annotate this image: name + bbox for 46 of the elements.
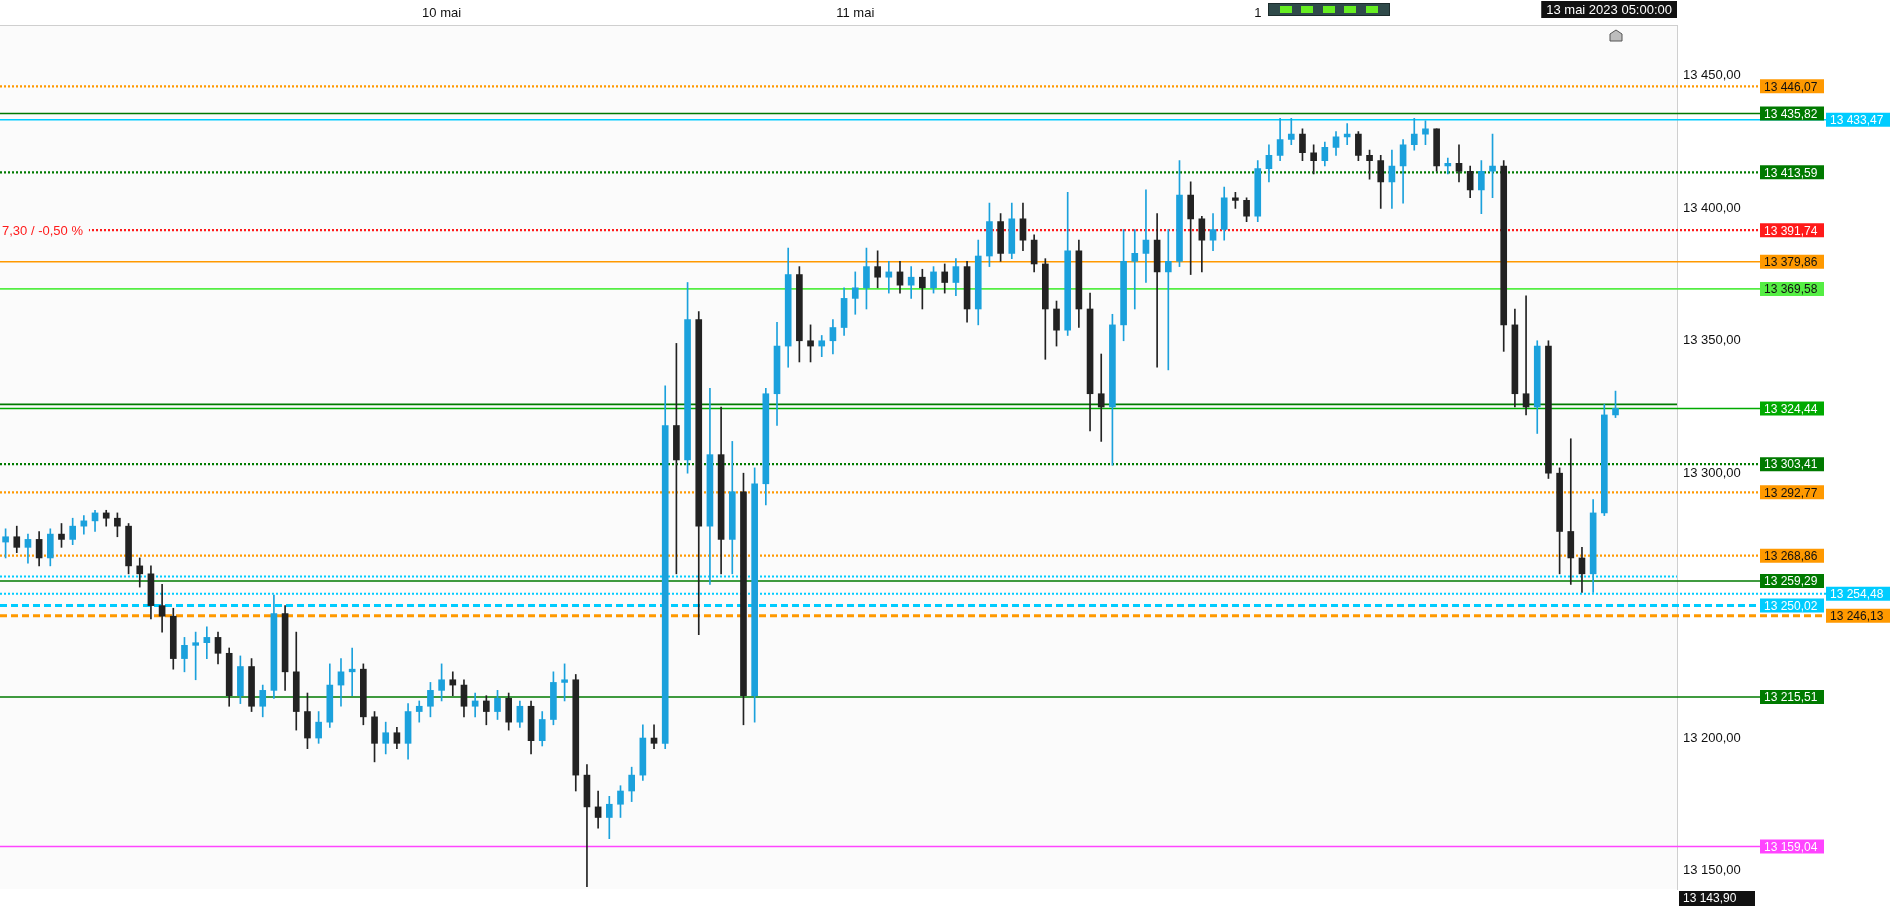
ref-line-label: 13 292,77 [1764, 485, 1818, 500]
candlestick [449, 671, 457, 696]
y-tick-label: 13 300,00 [1683, 464, 1741, 480]
ref-line-label: 13 303,41 [1764, 457, 1818, 472]
candlestick [1142, 189, 1150, 283]
ref-line-label: 13 268,86 [1764, 548, 1818, 563]
ref-line-label: 13 435,82 [1764, 106, 1818, 121]
candlestick [1567, 438, 1575, 585]
y-tick-label: 13 150,00 [1683, 862, 1741, 878]
candlestick [1522, 295, 1530, 416]
y-tick-label: 13 200,00 [1683, 729, 1741, 745]
ref-line-label: 13 433,47 [1830, 113, 1884, 128]
ref-line-label: 13 391,74 [1764, 223, 1818, 238]
candlestick [1164, 229, 1172, 371]
candlestick [885, 260, 893, 294]
text: 13 mai 2023 05:00:00 [1546, 1, 1673, 17]
candlestick [1287, 117, 1295, 146]
candlestick [1131, 229, 1139, 310]
candlestick [907, 266, 915, 299]
candlestick [348, 647, 356, 696]
ref-line-label: 13 215,51 [1764, 690, 1818, 705]
annotation: 7,30 / -0,50 % [2, 222, 84, 238]
y-tick-label: 13 350,00 [1683, 332, 1741, 348]
ref-line-label: 13 254,48 [1830, 587, 1884, 602]
y-tick-label: 13 400,00 [1683, 199, 1741, 215]
ref-line-label: 13 159,04 [1764, 839, 1818, 854]
candlestick [203, 626, 211, 659]
candlestick [158, 584, 166, 633]
ref-line-label: 13 324,44 [1764, 401, 1818, 416]
x-tick-label: 1 [1254, 5, 1262, 21]
candlestick [1343, 123, 1351, 146]
candlestick [1455, 144, 1463, 183]
ref-line-label: 13 413,59 [1764, 165, 1818, 180]
candlestick [1444, 157, 1452, 175]
y-tick-label: 13 450,00 [1683, 67, 1741, 83]
ref-line-label: 13 369,58 [1764, 282, 1818, 297]
ref-line-label: 13 379,86 [1764, 255, 1818, 269]
x-tick-label: 10 mai [422, 5, 462, 21]
candlestick [650, 724, 658, 749]
candlestick [1097, 353, 1105, 442]
ref-line-label: 13 250,02 [1764, 598, 1818, 613]
text: 13 143,90 [1683, 891, 1737, 906]
x-tick-label: 11 mai [836, 5, 875, 21]
ref-line-label: 13 446,07 [1764, 79, 1818, 94]
ref-line-label: 13 259,29 [1764, 574, 1818, 589]
ref-line-label: 13 246,13 [1830, 609, 1884, 624]
